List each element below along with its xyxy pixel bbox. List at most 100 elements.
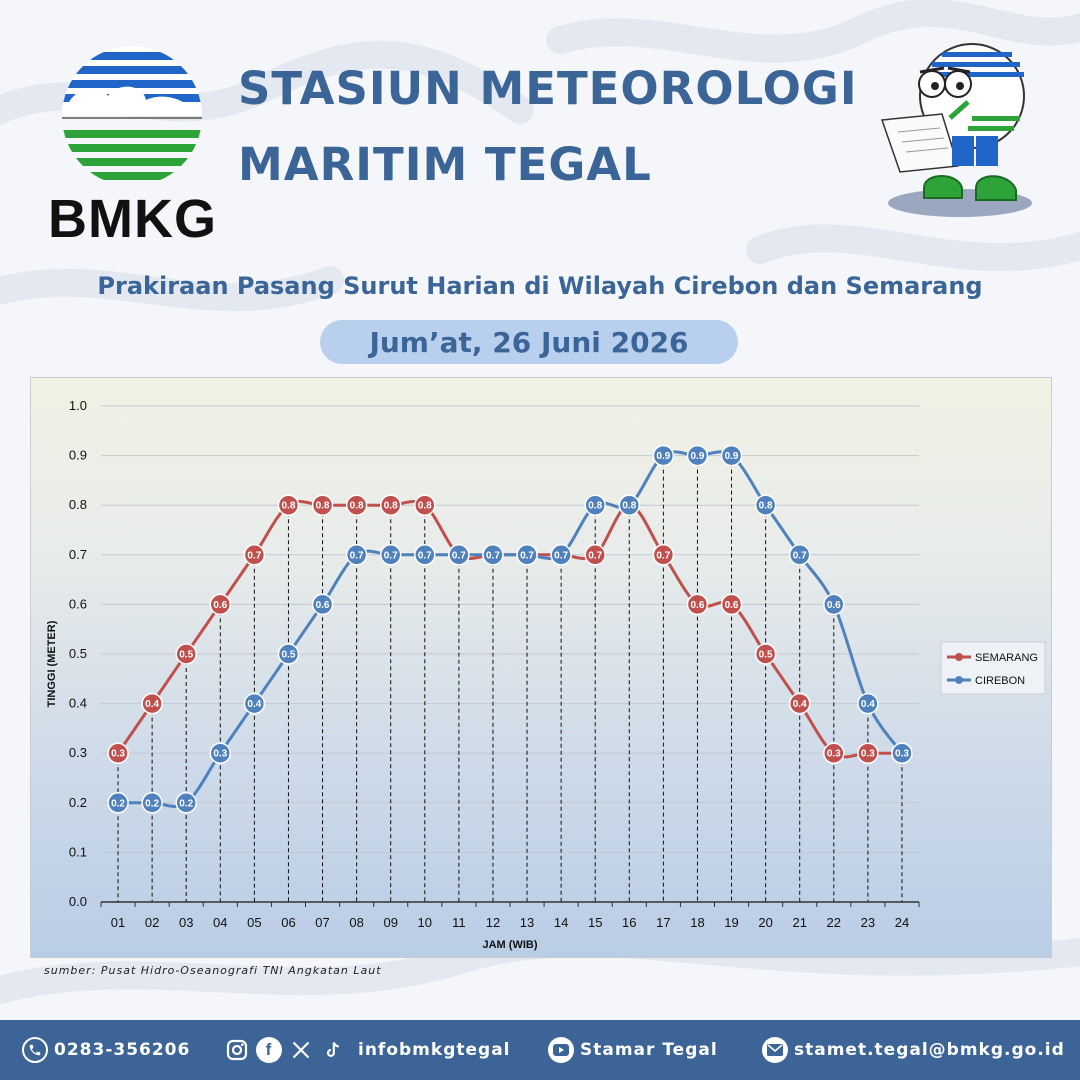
data-point-cirebon xyxy=(652,444,675,467)
data-label-cirebon: 0.8 xyxy=(588,501,602,512)
tiktok-icon[interactable] xyxy=(320,1037,346,1063)
social-handle: infobmkgtegal xyxy=(358,1040,511,1060)
data-point-cirebon xyxy=(720,444,743,467)
data-label-semarang: 0.3 xyxy=(827,749,841,760)
data-point-semarang xyxy=(243,544,266,566)
facebook-icon[interactable]: f xyxy=(256,1037,282,1063)
footer-phone[interactable]: 0283-356206 xyxy=(22,1020,190,1080)
data-point-cirebon xyxy=(277,643,300,665)
data-label-cirebon: 0.3 xyxy=(895,749,909,760)
x-tick-label: 16 xyxy=(622,915,636,930)
data-point-cirebon xyxy=(857,692,879,715)
y-tick-label: 1.0 xyxy=(69,398,87,413)
y-tick-label: 0.0 xyxy=(69,894,87,909)
data-point-semarang xyxy=(652,544,675,566)
data-point-cirebon xyxy=(175,792,197,814)
data-label-semarang: 0.3 xyxy=(111,749,125,760)
x-icon[interactable] xyxy=(288,1037,314,1063)
data-label-semarang: 0.6 xyxy=(725,600,739,611)
phone-number: 0283-356206 xyxy=(54,1040,191,1060)
y-tick-label: 0.8 xyxy=(69,497,87,512)
x-tick-label: 02 xyxy=(145,915,159,930)
data-label-semarang: 0.6 xyxy=(213,600,227,611)
data-label-cirebon: 0.9 xyxy=(725,451,739,462)
data-point-cirebon xyxy=(345,544,368,566)
data-point-cirebon xyxy=(141,792,163,814)
y-tick-label: 0.2 xyxy=(69,795,87,810)
data-point-cirebon xyxy=(379,544,402,566)
data-point-cirebon xyxy=(243,692,266,715)
data-point-semarang xyxy=(107,742,129,764)
email-address: stamet.tegal@bmkg.go.id xyxy=(794,1040,1065,1060)
x-tick-label: 15 xyxy=(588,915,602,930)
data-label-cirebon: 0.3 xyxy=(213,749,227,760)
y-tick-label: 0.3 xyxy=(69,745,87,760)
chart-panel: 0.0 0.1 0.2 0.3 0.4 0.5 0.6 0.7 0.8 0.9 1.0 01 02 03 0… xyxy=(30,377,1052,958)
data-point-semarang xyxy=(686,593,709,616)
data-point-semarang xyxy=(209,593,232,616)
y-tick-label: 0.1 xyxy=(69,844,87,859)
data-point-cirebon xyxy=(891,742,913,764)
data-point-cirebon xyxy=(618,494,641,516)
data-label-cirebon: 0.6 xyxy=(827,600,841,611)
x-tick-label: 19 xyxy=(724,915,738,930)
data-label-cirebon: 0.7 xyxy=(793,550,807,561)
data-point-semarang xyxy=(823,742,845,764)
x-tick-label: 11 xyxy=(452,915,466,930)
data-label-cirebon: 0.7 xyxy=(350,550,364,561)
data-label-semarang: 0.4 xyxy=(793,699,807,710)
legend-swatch-marker xyxy=(955,653,963,661)
data-label-cirebon: 0.7 xyxy=(418,550,432,561)
data-label-semarang: 0.8 xyxy=(282,501,296,512)
data-point-cirebon xyxy=(516,544,538,566)
data-point-semarang xyxy=(379,494,402,516)
tide-line-chart: 0.0 0.1 0.2 0.3 0.4 0.5 0.6 0.7 0.8 0.9 1.0 01 02 03 0… xyxy=(46,398,1046,951)
y-tick-label: 0.6 xyxy=(69,596,87,611)
data-label-cirebon: 0.7 xyxy=(554,550,568,561)
legend-label: SEMARANG xyxy=(975,652,1038,664)
x-tick-label: 24 xyxy=(895,915,909,930)
x-tick-label: 17 xyxy=(656,915,670,930)
x-tick-label: 05 xyxy=(247,915,261,930)
source-note: sumber: Pusat Hidro-Oseanografi TNI Angk… xyxy=(44,964,382,977)
data-label-cirebon: 0.4 xyxy=(247,699,261,710)
legend-label: CIREBON xyxy=(975,675,1025,687)
data-point-semarang xyxy=(311,494,334,516)
data-label-cirebon: 0.2 xyxy=(145,798,159,809)
data-label-cirebon: 0.5 xyxy=(282,650,296,661)
data-label-semarang: 0.8 xyxy=(384,501,398,512)
data-point-cirebon xyxy=(823,593,845,616)
data-point-cirebon xyxy=(754,494,777,516)
y-tick-label: 0.7 xyxy=(69,547,87,562)
footer-social[interactable]: f infobmkgtegal xyxy=(224,1020,511,1080)
x-tick-label: 10 xyxy=(418,915,432,930)
footer-email[interactable]: stamet.tegal@bmkg.go.id xyxy=(762,1020,1065,1080)
x-axis-title: JAM (WIB) xyxy=(483,939,538,951)
data-label-cirebon: 0.4 xyxy=(861,699,875,710)
x-tick-label: 07 xyxy=(315,915,329,930)
bmkg-logo: BMKG xyxy=(48,44,218,249)
x-tick-label: 01 xyxy=(111,915,125,930)
x-tick-label: 21 xyxy=(792,915,806,930)
data-point-cirebon xyxy=(584,494,606,516)
data-point-semarang xyxy=(754,643,777,665)
x-tick-label: 13 xyxy=(520,915,534,930)
data-point-semarang xyxy=(857,742,879,764)
x-tick-label: 22 xyxy=(827,915,841,930)
footer-youtube[interactable]: Stamar Tegal xyxy=(548,1020,718,1080)
logo-text: BMKG xyxy=(48,189,217,249)
email-icon xyxy=(762,1037,788,1063)
data-label-semarang: 0.5 xyxy=(759,650,773,661)
data-label-semarang: 0.6 xyxy=(691,600,705,611)
data-label-cirebon: 0.7 xyxy=(452,550,466,561)
x-tick-label: 03 xyxy=(179,915,193,930)
youtube-channel: Stamar Tegal xyxy=(580,1040,718,1060)
data-point-cirebon xyxy=(448,544,470,566)
data-point-cirebon xyxy=(788,544,811,566)
data-label-cirebon: 0.9 xyxy=(656,451,670,462)
data-point-cirebon xyxy=(311,593,334,616)
x-tick-label: 23 xyxy=(861,915,875,930)
instagram-icon[interactable] xyxy=(224,1037,250,1063)
data-point-semarang xyxy=(720,593,743,616)
data-label-semarang: 0.4 xyxy=(145,699,159,710)
